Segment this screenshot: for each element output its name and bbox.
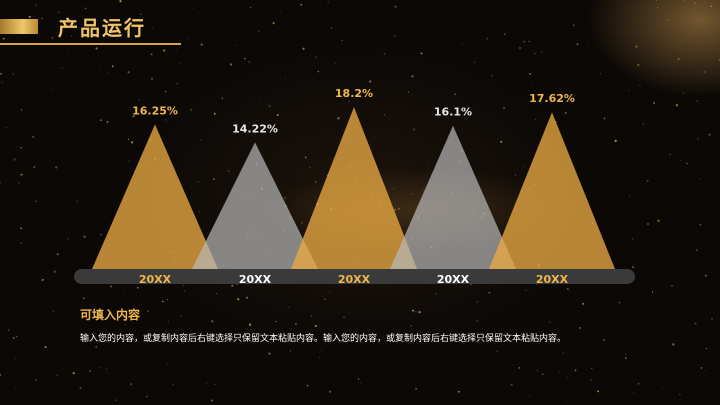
title-accent-bar bbox=[0, 19, 38, 34]
value-label-3: 18.2% bbox=[335, 87, 373, 100]
category-label-2: 20XX bbox=[239, 273, 272, 286]
value-label-5: 17.62% bbox=[529, 92, 575, 105]
value-label-1: 16.25% bbox=[132, 104, 178, 117]
caption-body: 输入您的内容，或复制内容后右键选择只保留文本粘贴内容。输入您的内容，或复制内容后… bbox=[80, 334, 567, 344]
chart-baseline-bar bbox=[74, 269, 635, 284]
triangle-mark-2 bbox=[192, 142, 318, 269]
title-underline bbox=[0, 43, 181, 45]
category-label-4: 20XX bbox=[437, 273, 470, 286]
value-label-2: 14.22% bbox=[232, 122, 278, 135]
category-label-1: 20XX bbox=[139, 273, 172, 286]
caption-heading: 可填入内容 bbox=[80, 308, 141, 322]
category-label-5: 20XX bbox=[536, 273, 569, 286]
triangle-mark-1 bbox=[92, 124, 218, 270]
category-label-3: 20XX bbox=[338, 273, 371, 286]
triangle-mark-3 bbox=[291, 107, 417, 269]
page-title: 产品运行 bbox=[58, 16, 146, 40]
value-label-4: 16.1% bbox=[434, 106, 472, 119]
triangle-mark-5 bbox=[489, 112, 615, 269]
triangle-mark-4 bbox=[390, 125, 516, 269]
